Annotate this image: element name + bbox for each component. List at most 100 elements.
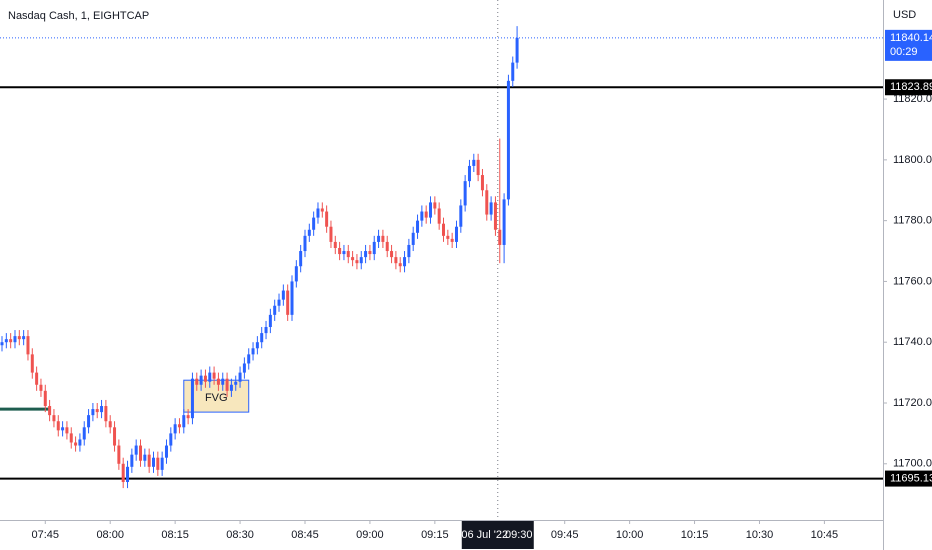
candle-body <box>65 427 69 434</box>
countdown: 00:29 <box>890 46 918 58</box>
candle-body <box>329 226 333 242</box>
candle-body <box>221 378 225 385</box>
candle-body <box>476 159 480 176</box>
candle-body <box>238 372 242 382</box>
candle-body <box>52 415 56 422</box>
candle-body <box>61 427 65 431</box>
candle-body <box>164 445 168 458</box>
candle-body <box>242 363 246 373</box>
y-tick-label: 11700.00 <box>893 458 932 470</box>
candle-body <box>420 211 424 221</box>
candle-body <box>186 415 190 419</box>
x-tick-label: 10:45 <box>811 529 839 541</box>
candle-body <box>4 339 8 343</box>
candle-body <box>359 257 363 264</box>
candle-body <box>377 235 381 242</box>
candle-body <box>22 336 26 340</box>
candle-body <box>182 415 186 428</box>
candle-body <box>338 247 342 255</box>
candle-body <box>87 415 91 428</box>
candle-body <box>429 202 433 218</box>
candle-body <box>78 439 82 446</box>
candle-body <box>229 384 233 391</box>
candle-body <box>407 244 411 258</box>
candle-body <box>493 202 497 230</box>
candle-body <box>17 336 21 340</box>
candle-body <box>442 223 445 236</box>
candle-body <box>364 251 368 258</box>
candle-body <box>433 202 437 209</box>
candle-body <box>398 263 402 267</box>
candle-body <box>169 433 173 446</box>
candle-body <box>13 336 17 343</box>
candle-body <box>390 251 394 258</box>
candle-body <box>411 232 415 245</box>
candle-body <box>281 290 285 300</box>
candle-body <box>355 260 359 264</box>
y-tick-label: 11720.00 <box>893 397 932 409</box>
candle-body <box>264 327 268 334</box>
crosshair-time: 09:30 <box>505 529 533 541</box>
candle-body <box>134 445 138 455</box>
candle-body <box>26 336 30 355</box>
x-tick-label: 10:15 <box>681 529 709 541</box>
candle-body <box>126 466 130 483</box>
x-tick-label: 07:45 <box>32 529 60 541</box>
candle-body <box>472 159 476 166</box>
candle-body <box>190 378 194 419</box>
candle-body <box>0 342 4 346</box>
candle-body <box>424 211 428 218</box>
y-tick-label: 11800.00 <box>893 154 932 166</box>
candle-body <box>30 354 34 373</box>
fvg-zone <box>183 379 250 413</box>
candle-body <box>480 175 484 191</box>
candle-body <box>251 348 255 355</box>
candle-body <box>489 202 493 215</box>
candle-body <box>385 241 389 252</box>
candle-body <box>351 257 355 261</box>
x-tick-label: 10:30 <box>746 529 774 541</box>
y-tick-label: 11780.00 <box>893 215 932 227</box>
candle-body <box>208 372 212 382</box>
x-tick-label: 08:00 <box>96 529 124 541</box>
candle-body <box>151 457 155 467</box>
candle-body <box>195 378 199 385</box>
candle-body <box>454 226 458 242</box>
candle-body <box>368 251 372 255</box>
level-label: 11823.89 <box>890 81 932 93</box>
currency: USD <box>893 9 916 21</box>
x-tick-label: 09:45 <box>551 529 579 541</box>
candle-body <box>160 457 164 470</box>
candle-body <box>95 409 99 413</box>
candle-body <box>268 314 272 328</box>
candle-body <box>485 190 489 215</box>
candle-body <box>255 342 259 349</box>
y-tick-label: 11740.00 <box>893 336 932 348</box>
candle-body <box>199 375 203 385</box>
candle-body <box>156 457 160 470</box>
candle-body <box>333 241 337 248</box>
level-tag <box>885 470 932 487</box>
candle-body <box>273 305 277 315</box>
chart-title: Nasdaq Cash, 1, EIGHTCAP <box>8 10 149 22</box>
candle-body <box>139 445 143 461</box>
candle-body <box>117 445 121 464</box>
candle-body <box>294 266 298 282</box>
level-label: 11695.13 <box>890 472 932 484</box>
candle-body <box>69 433 73 443</box>
candle-body <box>100 406 104 413</box>
candle-body <box>260 333 264 343</box>
candle-body <box>39 384 43 391</box>
candle-body <box>277 299 281 306</box>
crosshair-date: 06 Jul '22 <box>461 529 508 541</box>
candle-body <box>173 424 177 434</box>
candle-body <box>56 421 60 431</box>
candle-body <box>307 229 311 236</box>
candle-body <box>502 199 506 245</box>
y-tick-label: 11760.00 <box>893 275 932 287</box>
candle-body <box>143 454 147 461</box>
candle-body <box>212 372 216 379</box>
candle-body <box>446 235 450 239</box>
candle-body <box>303 235 307 252</box>
